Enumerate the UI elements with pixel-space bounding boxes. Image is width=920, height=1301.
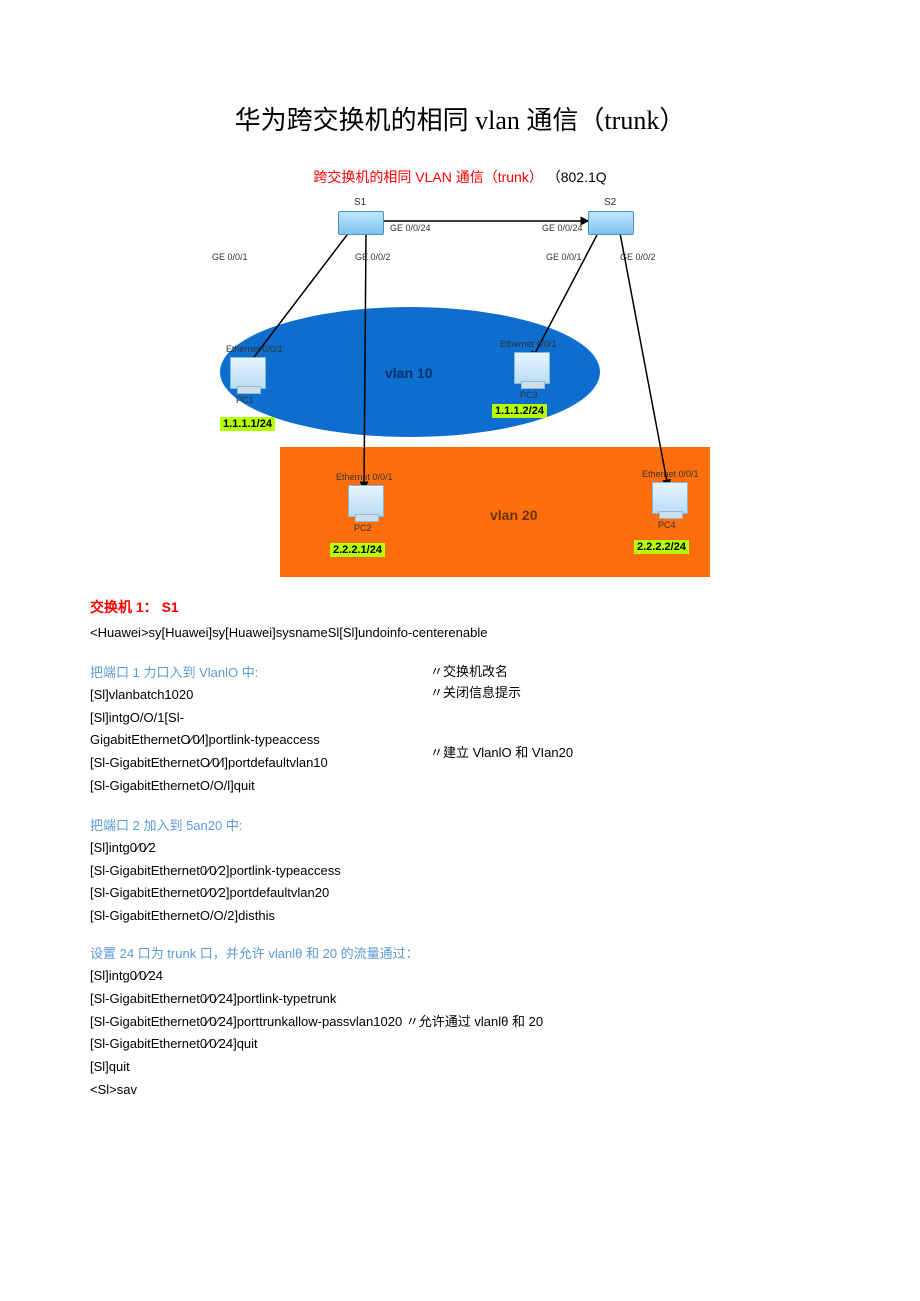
comment-create-vlan: 〃建立 VlanlO 和 VIan20 — [430, 743, 830, 764]
pc1-label: PC1 — [236, 395, 254, 405]
cmd-2-1: [Sl]intg0∕0∕2 — [90, 838, 830, 859]
cmd-huawei-sysname: <Huawei>sy[Huawei]sy[Huawei]sysnameSl[Sl… — [90, 623, 830, 644]
pc2-icon — [348, 485, 384, 517]
port-s1-1: GE 0/0/1 — [212, 252, 248, 262]
cmd-3-1: [Sl]intg0∕0∕24 — [90, 966, 830, 987]
comment-rename: 〃交换机改名 — [430, 662, 830, 683]
pc1-icon — [230, 357, 266, 389]
pc1-eth: Ethernet 0/0/1 — [226, 344, 283, 354]
cmd-2-2: [Sl-GigabitEthernet0∕0∕2]portlink-typeac… — [90, 861, 830, 882]
cmd-1-3: GigabitEthernetO∕0∕l]portlink-typeaccess — [90, 730, 430, 751]
cmd-3-4: [Sl-GigabitEthernet0∕0∕24]quit — [90, 1034, 830, 1055]
port-s2-1: GE 0/0/1 — [546, 252, 582, 262]
port-s2-2: GE 0/0/2 — [620, 252, 656, 262]
sub-port2: 把端口 2 加入到 5an20 中: — [90, 815, 830, 834]
diagram-subtitle: 跨交换机的相同 VLAN 通信（trunk） （802.1Q — [90, 167, 830, 187]
switch-s2-icon — [588, 211, 634, 235]
subtitle-black: （802.1Q — [547, 169, 607, 185]
switch-s1-label: S1 — [354, 197, 366, 208]
pc2-eth: Ethernet 0/0/1 — [336, 472, 393, 482]
port-s1-24: GE 0/0/24 — [390, 223, 431, 233]
cmd-1-2: [Sl]intgO/O/1[Sl- — [90, 708, 430, 729]
port-s1-2: GE 0/0/2 — [355, 252, 391, 262]
switch-s2-label: S2 — [604, 197, 616, 208]
cmd-3-3: [Sl-GigabitEthernet0∕0∕24]porttrunkallow… — [90, 1012, 830, 1033]
cmd-1-5: [Sl-GigabitEthernetO/O/l]quit — [90, 776, 430, 797]
subtitle-red: 跨交换机的相同 VLAN 通信（trunk） — [313, 169, 542, 185]
cmd-3-2: [Sl-GigabitEthernet0∕0∕24]portlink-typet… — [90, 989, 830, 1010]
section1-b: S1 — [162, 599, 179, 615]
sub-port1: 把端口 1 力口入到 VlanlO 中: — [90, 662, 430, 681]
pc3-label: PC3 — [520, 390, 538, 400]
cmd-2-4: [Sl-GigabitEthernetO/O/2]disthis — [90, 906, 830, 927]
pc3-eth: Ethernet 0/0/1 — [500, 339, 557, 349]
port-s2-24: GE 0/0/24 — [542, 223, 583, 233]
pc3-icon — [514, 352, 550, 384]
pc2-label: PC2 — [354, 523, 372, 533]
cmd-1-4: [Sl-GigabitEthernetO∕0∕l]portdefaultvlan… — [90, 753, 430, 774]
cmd-3-6: <Sl>sav — [90, 1080, 830, 1101]
section-switch1-title: 交换机 1： S1 — [90, 597, 830, 617]
pc4-icon — [652, 482, 688, 514]
ip-pc4: 2.2.2.2/24 — [634, 540, 689, 554]
cmd-1-1: [Sl]vlanbatch1020 — [90, 685, 430, 706]
pc4-label: PC4 — [658, 520, 676, 530]
ip-pc3: 1.1.1.2/24 — [492, 404, 547, 418]
switch-s1-icon — [338, 211, 384, 235]
pc4-eth: Ethernet 0/0/1 — [642, 469, 699, 479]
network-diagram: S1 S2 GE 0/0/24 GE 0/0/24 GE 0/0/1 GE 0/… — [200, 197, 720, 577]
ip-pc1: 1.1.1.1/24 — [220, 417, 275, 431]
cmd-2-3: [Sl-GigabitEthernet0∕0∕2]portdefaultvlan… — [90, 883, 830, 904]
ip-pc2: 2.2.2.1/24 — [330, 543, 385, 557]
sub-port24-trunk: 设置 24 口为 trunk 口，并允许 vlanlθ 和 20 的流量通过： — [90, 943, 830, 962]
section1-a: 交换机 1： — [90, 599, 158, 615]
cmd-3-5: [Sl]quit — [90, 1057, 830, 1078]
comment-close-info: 〃关闭信息提示 — [430, 683, 830, 704]
vlan20-text: vlan 20 — [490, 507, 537, 523]
vlan10-text: vlan 10 — [385, 365, 432, 381]
page-title: 华为跨交换机的相同 vlan 通信（trunk） — [90, 100, 830, 137]
